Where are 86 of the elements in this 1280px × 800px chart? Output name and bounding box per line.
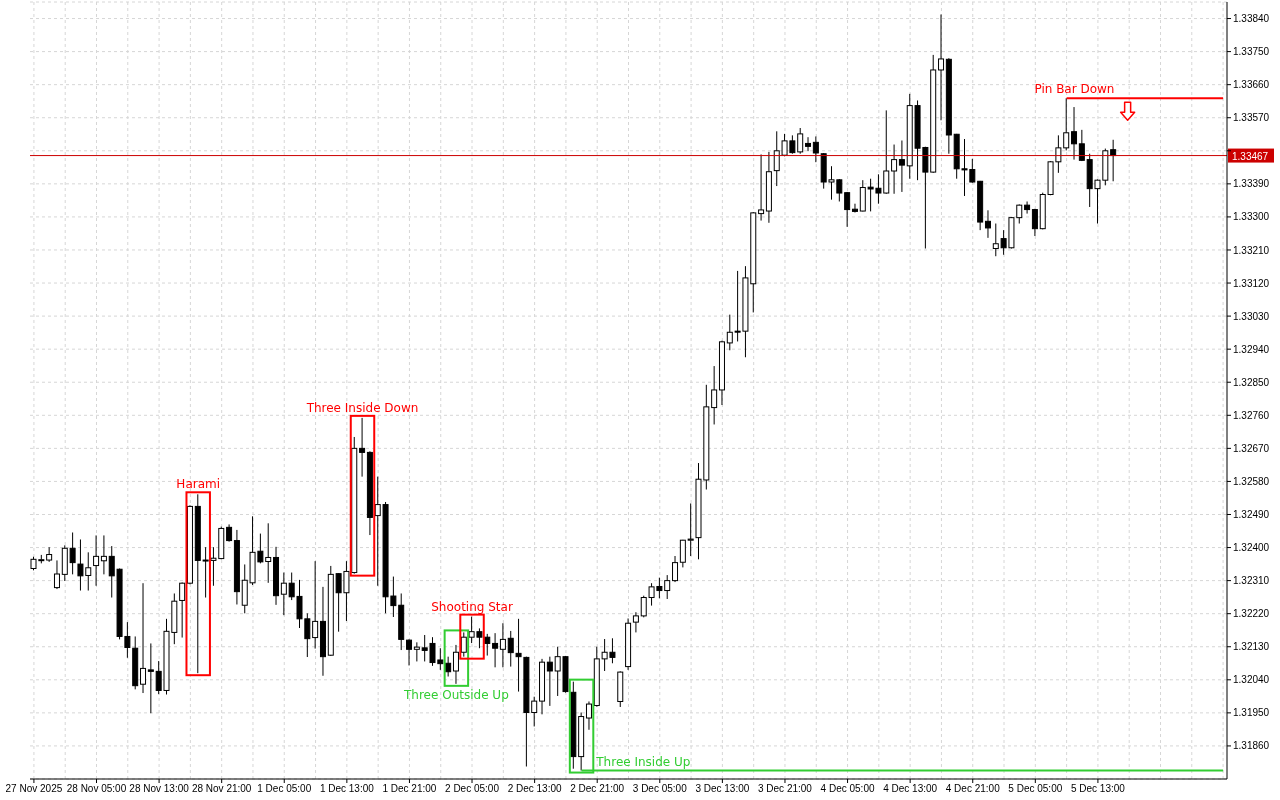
- candlestick: [1071, 106, 1078, 161]
- candlestick: [711, 365, 718, 425]
- price-tag: 1.33467: [1228, 148, 1274, 163]
- y-tick-label: 1.32940: [1233, 343, 1270, 355]
- ref-line-label: Pin Bar Down: [1034, 82, 1115, 97]
- candlestick: [53, 559, 60, 590]
- x-tick-label: 3 Dec 21:00: [758, 783, 813, 795]
- y-tick-label: 1.33300: [1233, 211, 1270, 223]
- y-tick-label: 1.32850: [1233, 376, 1270, 388]
- candlestick: [672, 555, 679, 583]
- candlestick: [147, 642, 154, 714]
- candlestick: [460, 631, 467, 658]
- candlestick: [140, 582, 147, 694]
- y-tick-label: 1.33030: [1233, 310, 1270, 322]
- candlestick: [499, 622, 506, 668]
- x-tick-label: 4 Dec 13:00: [883, 783, 938, 795]
- candlestick: [812, 135, 819, 163]
- annotation: Harami: [176, 477, 221, 492]
- candlestick: [805, 136, 812, 152]
- y-tick-label: 1.32310: [1233, 575, 1270, 587]
- y-tick-label: 1.33390: [1233, 178, 1270, 190]
- x-tick-label: 5 Dec 05:00: [1008, 783, 1063, 795]
- candlestick: [546, 656, 553, 707]
- y-tick-label: 1.32490: [1233, 509, 1270, 521]
- candlestick: [359, 417, 366, 478]
- annotation: Three Outside Up: [403, 687, 509, 702]
- x-tick-label: 4 Dec 05:00: [820, 783, 875, 795]
- candlestick: [1031, 208, 1038, 237]
- y-tick-label: 1.31860: [1233, 740, 1270, 752]
- candlestick: [758, 153, 765, 222]
- candlestick: [632, 611, 639, 633]
- candlestick: [452, 644, 459, 685]
- y-tick-label: 1.32670: [1233, 442, 1270, 454]
- x-tick-label: 3 Dec 05:00: [632, 783, 688, 795]
- y-tick-label: 1.32580: [1233, 475, 1270, 487]
- candlestick: [312, 560, 319, 650]
- y-tick-label: 1.33660: [1233, 79, 1270, 91]
- candlestick: [507, 630, 514, 668]
- y-tick-label: 1.33210: [1233, 244, 1270, 256]
- candlestick: [679, 539, 686, 568]
- candlestick: [515, 618, 522, 693]
- x-tick-label: 2 Dec 05:00: [445, 783, 500, 795]
- candlestick: [280, 572, 287, 616]
- candlestick: [898, 140, 905, 193]
- x-tick-label: 1 Dec 13:00: [319, 783, 375, 795]
- candlestick: [492, 632, 499, 668]
- y-tick-label: 1.33120: [1233, 277, 1270, 289]
- candlestick: [585, 700, 592, 731]
- y-tick-label: 1.31950: [1233, 707, 1270, 719]
- x-tick-label: 1 Dec 21:00: [382, 783, 437, 795]
- candlestick: [93, 534, 100, 587]
- x-tick-label: 4 Dec 21:00: [945, 783, 1001, 795]
- x-tick-label: 27 Nov 2025: [5, 783, 63, 795]
- y-tick-label: 1.32220: [1233, 608, 1270, 620]
- candlestick: [100, 534, 107, 575]
- x-tick-label: 28 Nov 13:00: [129, 783, 190, 795]
- annotation: Shooting Star: [431, 599, 513, 614]
- candlestick: [938, 13, 945, 121]
- y-tick-label: 1.32760: [1233, 409, 1270, 421]
- candlestick: [1024, 200, 1031, 215]
- candlestick: [844, 191, 851, 228]
- candlestick: [984, 209, 991, 239]
- y-tick-label: 1.33750: [1233, 46, 1270, 58]
- candlestick: [687, 502, 694, 557]
- candlestick: [851, 203, 858, 214]
- x-tick-label: 3 Dec 13:00: [695, 783, 750, 795]
- candlestick: [179, 581, 186, 639]
- y-tick-label: 1.33840: [1233, 13, 1270, 25]
- ref-line-label: 1.33467: [1232, 150, 1269, 162]
- x-tick-label: 2 Dec 21:00: [570, 783, 625, 795]
- y-tick-label: 1.32130: [1233, 641, 1270, 653]
- candlestick: [891, 144, 898, 195]
- y-tick-label: 1.33570: [1233, 112, 1270, 124]
- candlestick: [46, 546, 53, 563]
- x-tick-label: 5 Dec 13:00: [1070, 783, 1126, 795]
- x-tick-label: 28 Nov 21:00: [191, 783, 252, 795]
- x-tick-label: 2 Dec 13:00: [507, 783, 563, 795]
- y-tick-label: 1.32400: [1233, 542, 1270, 554]
- x-tick-label: 28 Nov 05:00: [66, 783, 127, 795]
- candlestick: [1110, 139, 1117, 182]
- candlestick: [406, 638, 413, 666]
- x-tick-label: 1 Dec 05:00: [257, 783, 312, 795]
- candlestick: [413, 641, 420, 662]
- annotation: Three Inside Up: [595, 754, 691, 769]
- annotation: Three Inside Down: [305, 400, 419, 415]
- y-tick-label: 1.32040: [1233, 674, 1270, 686]
